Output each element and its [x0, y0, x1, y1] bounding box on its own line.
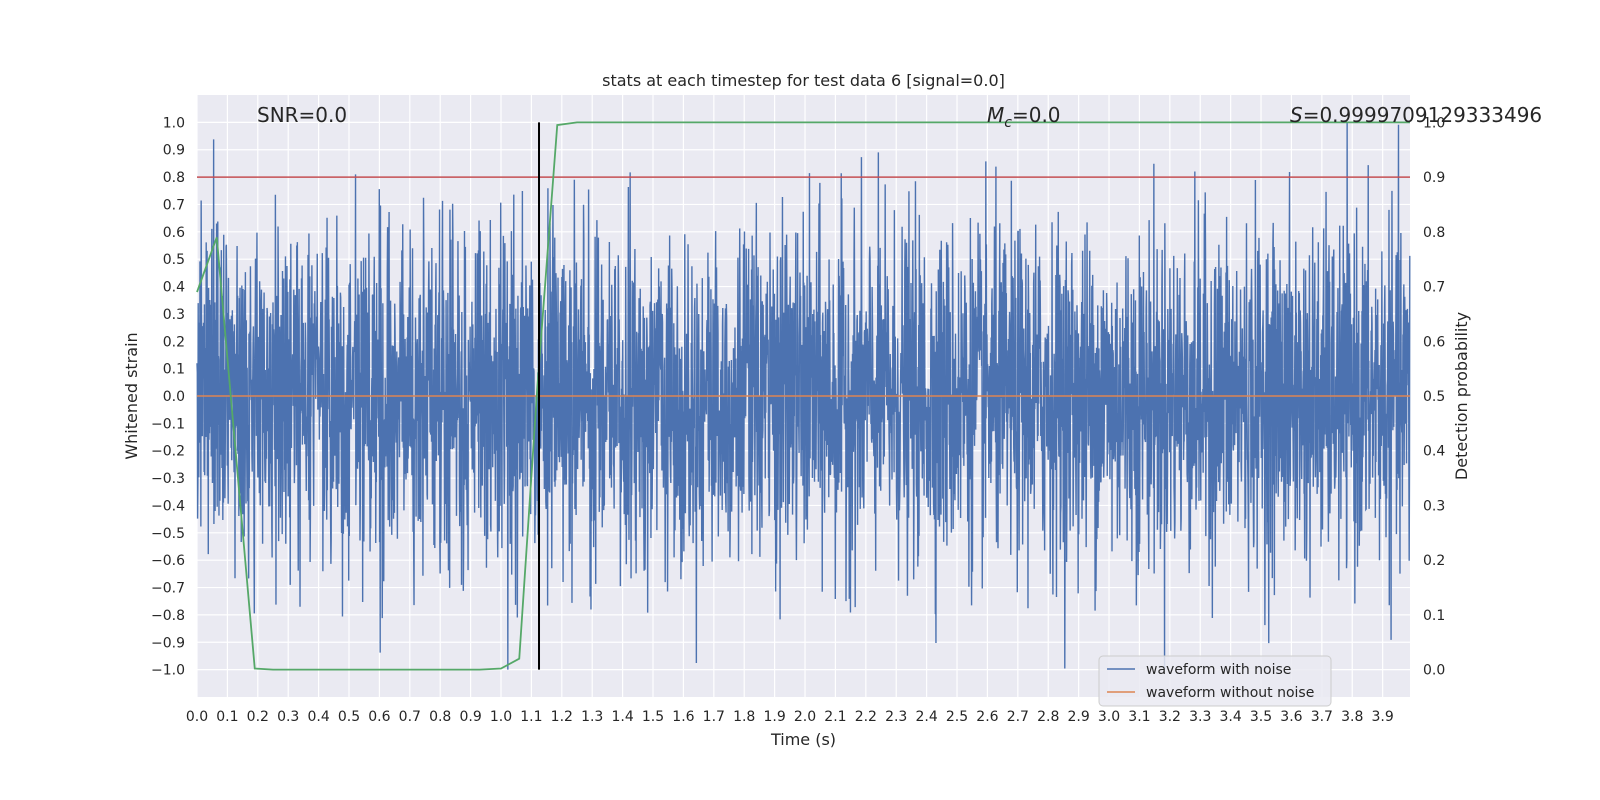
x-tick-label-4: 0.4	[307, 709, 329, 725]
x-tick-label-14: 1.4	[611, 709, 633, 725]
y2-tick-label-1: 0.9	[1423, 170, 1445, 186]
x-tick-label-11: 1.1	[520, 709, 542, 725]
x-tick-labels: 0.0 0.1 0.2 0.3 0.4 0.5 0.6 0.7 0.8 0.9 1.0 1.1 1.2 1…	[186, 709, 1394, 725]
x-tick-label-26: 2.6	[976, 709, 998, 725]
y2-axis-label: Detection probability	[1452, 312, 1471, 480]
y-tick-label-6: 0.4	[163, 280, 185, 296]
x-tick-label-39: 3.9	[1372, 709, 1394, 725]
x-tick-label-6: 0.6	[368, 709, 390, 725]
x-tick-label-37: 3.7	[1311, 709, 1333, 725]
chirp-mass-value: =0.0	[1012, 103, 1061, 127]
x-tick-label-29: 2.9	[1067, 709, 1089, 725]
x-tick-label-28: 2.8	[1037, 709, 1059, 725]
x-tick-label-35: 3.5	[1250, 709, 1272, 725]
y-tick-labels: 1.0 0.9 0.8 0.7 0.6 0.5 0.4 0.3 0.2 0.1 0.0 −0.1 −0.…	[151, 115, 185, 678]
snr-annotation: SNR=0.0	[257, 103, 347, 127]
x-tick-label-10: 1.0	[490, 709, 512, 725]
waveform-with-noise-line	[196, 122, 1411, 670]
x-tick-label-17: 1.7	[703, 709, 725, 725]
x-tick-label-30: 3.0	[1098, 709, 1120, 725]
y-tick-label-19: −0.9	[151, 635, 185, 651]
y-tick-label-14: −0.4	[151, 498, 185, 514]
y-tick-label-11: −0.1	[151, 416, 185, 432]
chart-title: stats at each timestep for test data 6 […	[602, 71, 1005, 90]
detection-probability-line	[196, 121, 1410, 671]
legend: waveform with noise waveform without noi…	[1098, 655, 1332, 707]
y2-tick-label-6: 0.4	[1423, 444, 1445, 460]
y-tick-label-5: 0.5	[163, 252, 185, 268]
x-tick-label-19: 1.9	[763, 709, 785, 725]
y-axis-label: Whitened strain	[122, 332, 141, 459]
y-tick-label-1: 0.9	[163, 143, 185, 159]
y2-tick-label-0: 1.0	[1423, 115, 1445, 131]
score-symbol: S	[1290, 103, 1303, 127]
score-annotation: S=0.9999709129333496	[1290, 103, 1542, 127]
y-tick-label-10: 0.0	[163, 389, 185, 405]
y2-tick-label-5: 0.5	[1423, 389, 1445, 405]
y-tick-label-2: 0.8	[163, 170, 185, 186]
x-tick-label-34: 3.4	[1220, 709, 1242, 725]
y2-tick-label-7: 0.3	[1423, 498, 1445, 514]
legend-label-noise: waveform with noise	[1146, 662, 1291, 678]
legend-box	[1098, 655, 1332, 707]
chirp-mass-symbol: M	[987, 103, 1004, 127]
y2-tick-label-10: 0.0	[1423, 663, 1445, 679]
y2-tick-label-8: 0.2	[1423, 553, 1445, 569]
x-tick-label-25: 2.5	[946, 709, 968, 725]
x-tick-label-0: 0.0	[186, 709, 208, 725]
y-tick-label-9: 0.1	[163, 362, 185, 378]
y-tick-label-8: 0.2	[163, 334, 185, 350]
y-tick-label-16: −0.6	[151, 553, 185, 569]
x-axis-label: Time (s)	[770, 730, 836, 749]
x-tick-label-33: 3.3	[1189, 709, 1211, 725]
x-tick-label-36: 3.6	[1280, 709, 1302, 725]
x-tick-label-18: 1.8	[733, 709, 755, 725]
x-tick-label-7: 0.7	[399, 709, 421, 725]
x-tick-label-20: 2.0	[794, 709, 816, 725]
x-tick-label-2: 0.2	[247, 709, 269, 725]
x-tick-label-12: 1.2	[551, 709, 573, 725]
y-tick-label-13: −0.3	[151, 471, 185, 487]
y-tick-label-18: −0.8	[151, 608, 185, 624]
x-tick-label-9: 0.9	[459, 709, 481, 725]
y2-tick-labels: 1.0 0.9 0.8 0.7 0.6 0.5 0.4 0.3 0.2 0.1 0.0	[1423, 115, 1445, 678]
series-layer	[196, 121, 1411, 671]
x-tick-label-27: 2.7	[1007, 709, 1029, 725]
x-tick-label-13: 1.3	[581, 709, 603, 725]
y-tick-label-20: −1.0	[151, 663, 185, 679]
chirp-mass-annotation: Mc=0.0	[987, 103, 1061, 131]
chirp-mass-subscript: c	[1004, 115, 1012, 131]
y-tick-label-3: 0.7	[163, 197, 185, 213]
x-tick-label-5: 0.5	[338, 709, 360, 725]
y2-tick-label-4: 0.6	[1423, 334, 1445, 350]
y2-tick-label-3: 0.7	[1423, 280, 1445, 296]
x-tick-label-15: 1.5	[642, 709, 664, 725]
y-tick-label-7: 0.3	[163, 307, 185, 323]
x-tick-label-8: 0.8	[429, 709, 451, 725]
x-tick-label-24: 2.4	[915, 709, 937, 725]
x-tick-label-31: 3.1	[1128, 709, 1150, 725]
y-tick-label-15: −0.5	[151, 526, 185, 542]
y2-tick-label-2: 0.8	[1423, 225, 1445, 241]
x-tick-label-22: 2.2	[855, 709, 877, 725]
y-tick-label-12: −0.2	[151, 444, 185, 460]
x-tick-label-1: 0.1	[216, 709, 238, 725]
x-tick-label-38: 3.8	[1341, 709, 1363, 725]
x-tick-label-3: 0.3	[277, 709, 299, 725]
x-tick-label-21: 2.1	[824, 709, 846, 725]
y-tick-label-0: 1.0	[163, 115, 185, 131]
legend-label-clean: waveform without noise	[1146, 685, 1314, 701]
y-tick-label-4: 0.6	[163, 225, 185, 241]
score-value: =0.9999709129333496	[1303, 103, 1542, 127]
x-tick-label-16: 1.6	[672, 709, 694, 725]
y2-tick-label-9: 0.1	[1423, 608, 1445, 624]
y-tick-label-17: −0.7	[151, 581, 185, 597]
x-tick-label-23: 2.3	[885, 709, 907, 725]
x-tick-label-32: 3.2	[1159, 709, 1181, 725]
